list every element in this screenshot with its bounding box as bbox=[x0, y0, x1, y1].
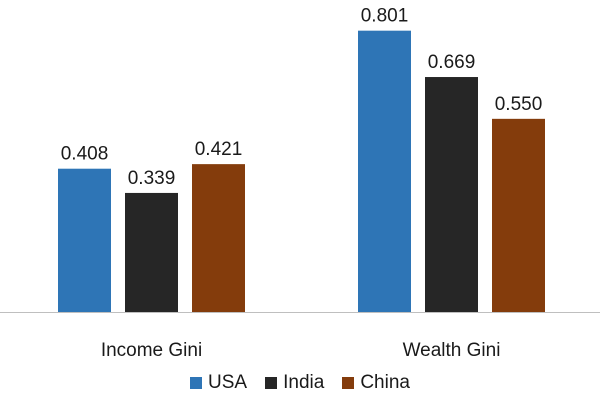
legend-item-usa: USA bbox=[190, 372, 247, 394]
legend-label-china: China bbox=[360, 372, 410, 393]
category-label-income-gini: Income Gini bbox=[101, 340, 202, 361]
data-label-usa-income-gini: 0.408 bbox=[61, 144, 109, 165]
data-label-china-income-gini: 0.421 bbox=[195, 139, 243, 160]
data-label-india-wealth-gini: 0.669 bbox=[428, 52, 476, 73]
data-label-usa-wealth-gini: 0.801 bbox=[361, 6, 409, 27]
legend-label-usa: USA bbox=[208, 372, 248, 393]
category-labels-group: Income Gini Wealth Gini bbox=[101, 340, 501, 361]
legend-swatch-china bbox=[342, 377, 355, 389]
bar-usa-wealth-gini bbox=[358, 30, 411, 313]
data-labels-group: 0.408 0.339 0.421 0.801 0.669 0.550 bbox=[61, 6, 543, 189]
legend-item-china: China bbox=[342, 372, 410, 394]
bar-china-income-gini bbox=[192, 164, 245, 312]
data-label-china-wealth-gini: 0.550 bbox=[495, 94, 543, 115]
bar-india-wealth-gini bbox=[425, 77, 478, 312]
category-label-wealth-gini: Wealth Gini bbox=[403, 340, 501, 361]
legend-swatch-india bbox=[265, 377, 278, 389]
bars-group bbox=[58, 30, 545, 313]
bar-china-wealth-gini bbox=[492, 118, 545, 312]
bar-usa-income-gini bbox=[58, 168, 111, 312]
bar-india-income-gini bbox=[125, 192, 178, 312]
data-label-india-income-gini: 0.339 bbox=[128, 168, 176, 189]
legend-item-india: India bbox=[265, 372, 324, 394]
legend-label-india: India bbox=[283, 372, 325, 393]
legend: USA India China bbox=[0, 372, 600, 394]
legend-swatch-usa bbox=[190, 377, 203, 389]
